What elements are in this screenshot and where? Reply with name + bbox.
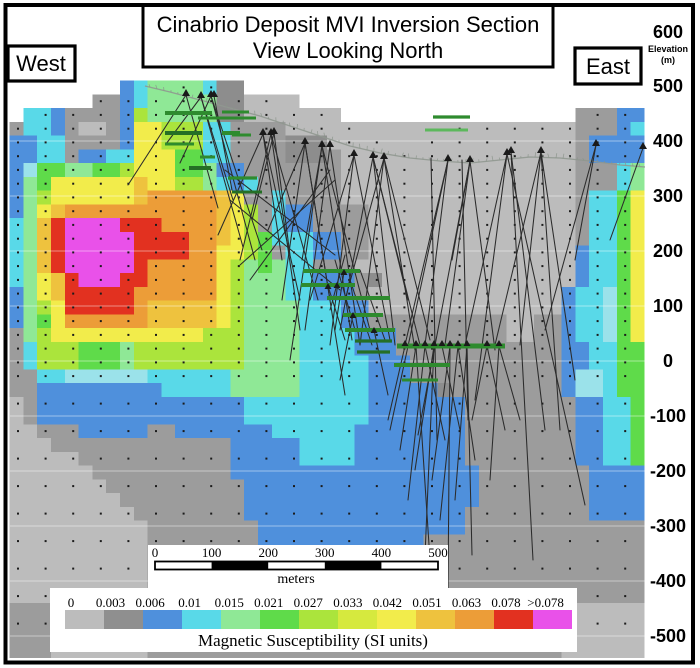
svg-text:0.015: 0.015 — [215, 595, 244, 610]
svg-text:View Looking North: View Looking North — [253, 38, 443, 63]
svg-text:100: 100 — [202, 545, 222, 560]
svg-text:300: 300 — [315, 545, 335, 560]
svg-text:200: 200 — [258, 545, 278, 560]
svg-text:0.003: 0.003 — [96, 595, 125, 610]
svg-text:0.01: 0.01 — [178, 595, 201, 610]
svg-text:0.051: 0.051 — [412, 595, 441, 610]
svg-text:600: 600 — [653, 22, 683, 42]
svg-text:0.063: 0.063 — [452, 595, 481, 610]
svg-text:0.042: 0.042 — [373, 595, 402, 610]
svg-text:400: 400 — [653, 131, 683, 151]
svg-text:0: 0 — [68, 595, 75, 610]
svg-text:500: 500 — [428, 545, 448, 560]
svg-text:0.021: 0.021 — [254, 595, 283, 610]
svg-text:Magnetic Susceptibility (SI un: Magnetic Susceptibility (SI units) — [198, 631, 428, 650]
svg-text:Cinabrio Deposit MVI Inversion: Cinabrio Deposit MVI Inversion Section — [157, 12, 540, 37]
svg-text:200: 200 — [653, 241, 683, 261]
svg-text:0: 0 — [663, 351, 673, 371]
svg-text:West: West — [16, 51, 66, 76]
svg-text:0: 0 — [152, 545, 159, 560]
svg-text:-500: -500 — [650, 626, 686, 646]
svg-text:100: 100 — [653, 296, 683, 316]
svg-text:-400: -400 — [650, 571, 686, 591]
svg-text:400: 400 — [372, 545, 392, 560]
svg-text:500: 500 — [653, 76, 683, 96]
svg-text:(m): (m) — [661, 55, 675, 65]
svg-text:East: East — [586, 54, 630, 79]
svg-text:-200: -200 — [650, 461, 686, 481]
svg-text:-300: -300 — [650, 516, 686, 536]
svg-text:meters: meters — [277, 572, 314, 587]
svg-text:0.078: 0.078 — [491, 595, 520, 610]
svg-text:>0.078: >0.078 — [527, 595, 564, 610]
svg-text:-100: -100 — [650, 406, 686, 426]
svg-text:Elevation: Elevation — [648, 44, 688, 54]
svg-text:0.006: 0.006 — [135, 595, 165, 610]
svg-text:300: 300 — [653, 186, 683, 206]
svg-text:0.027: 0.027 — [294, 595, 324, 610]
svg-text:0.033: 0.033 — [333, 595, 362, 610]
